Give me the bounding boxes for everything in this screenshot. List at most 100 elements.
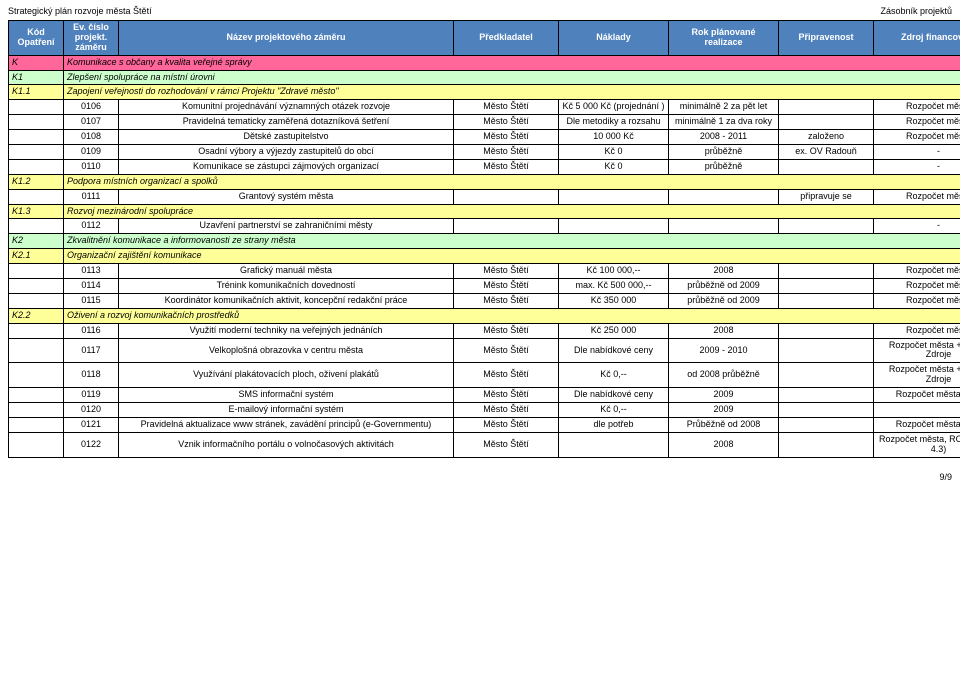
- cell-pripravenost: [779, 403, 874, 418]
- cell-predkladatel: [454, 219, 559, 234]
- table-row: 0109Osadní výbory a výjezdy zastupitelů …: [9, 145, 960, 160]
- cell-code: [9, 293, 64, 308]
- section-row: K1Zlepšení spolupráce na místní úrovni: [9, 70, 960, 85]
- cell-rok: 2009: [669, 403, 779, 418]
- cell-pripravenost: [779, 363, 874, 388]
- cell-naklady: 10 000 Kč: [559, 130, 669, 145]
- cell-ev: 0118: [64, 363, 119, 388]
- cell-naklady: [559, 432, 669, 457]
- cell-code: [9, 363, 64, 388]
- section-code: K1.3: [9, 204, 64, 219]
- section-row: K2.2Oživení a rozvoj komunikačních prost…: [9, 308, 960, 323]
- cell-code: [9, 100, 64, 115]
- cell-zdroj: -: [874, 145, 960, 160]
- cell-naklady: Dle metodiky a rozsahu: [559, 115, 669, 130]
- section-title: Zlepšení spolupráce na místní úrovni: [64, 70, 960, 85]
- cell-ev: 0106: [64, 100, 119, 115]
- cell-pripravenost: [779, 338, 874, 363]
- cell-zdroj: Rozpočet města: [874, 189, 960, 204]
- cell-pripravenost: [779, 264, 874, 279]
- cell-naklady: Kč 0,--: [559, 363, 669, 388]
- cell-name: Pravidelná tematicky zaměřená dotazníkov…: [119, 115, 454, 130]
- cell-ev: 0109: [64, 145, 119, 160]
- cell-pripravenost: založeno: [779, 130, 874, 145]
- cell-rok: 2008: [669, 323, 779, 338]
- cell-name: Využití moderní techniky na veřejných je…: [119, 323, 454, 338]
- section-row: K2.1Organizační zajištění komunikace: [9, 249, 960, 264]
- cell-zdroj: Rozpočet města: [874, 115, 960, 130]
- cell-zdroj: [874, 403, 960, 418]
- cell-predkladatel: Město Štětí: [454, 338, 559, 363]
- cell-rok: průběžně od 2009: [669, 279, 779, 294]
- cell-name: Dětské zastupitelstvo: [119, 130, 454, 145]
- cell-predkladatel: Město Štětí: [454, 417, 559, 432]
- cell-zdroj: Rozpočet města + soukr. Zdroje: [874, 363, 960, 388]
- col-predkladatel: Předkladatel: [454, 21, 559, 56]
- cell-name: E-mailový informační systém: [119, 403, 454, 418]
- cell-zdroj: Rozpočet města + soukr. Zdroje: [874, 338, 960, 363]
- table-row: 0107Pravidelná tematicky zaměřená dotazn…: [9, 115, 960, 130]
- cell-pripravenost: [779, 293, 874, 308]
- cell-rok: od 2008 průběžně: [669, 363, 779, 388]
- cell-code: [9, 264, 64, 279]
- table-row: 0117Velkoplošná obrazovka v centru města…: [9, 338, 960, 363]
- table-row: 0122Vznik informačního portálu o volnoča…: [9, 432, 960, 457]
- cell-code: [9, 219, 64, 234]
- section-title: Zapojení veřejnosti do rozhodování v rám…: [64, 85, 960, 100]
- cell-name: Vznik informačního portálu o volnočasový…: [119, 432, 454, 457]
- cell-ev: 0108: [64, 130, 119, 145]
- cell-ev: 0114: [64, 279, 119, 294]
- table-row: 0118Využívání plakátovacích ploch, ožive…: [9, 363, 960, 388]
- cell-pripravenost: [779, 100, 874, 115]
- section-code: K: [9, 55, 64, 70]
- cell-predkladatel: [454, 189, 559, 204]
- cell-zdroj: Rozpočet města: [874, 130, 960, 145]
- cell-code: [9, 189, 64, 204]
- cell-rok: průběžně: [669, 159, 779, 174]
- cell-naklady: dle potřeb: [559, 417, 669, 432]
- table-row: 0106Komunitní projednávání významných ot…: [9, 100, 960, 115]
- section-title: Podpora místních organizací a spolků: [64, 174, 960, 189]
- cell-predkladatel: Město Štětí: [454, 432, 559, 457]
- col-ev: Ev. číslo projekt. záměru: [64, 21, 119, 56]
- cell-code: [9, 388, 64, 403]
- cell-code: [9, 130, 64, 145]
- cell-predkladatel: Město Štětí: [454, 100, 559, 115]
- cell-ev: 0110: [64, 159, 119, 174]
- cell-rok: 2008 - 2011: [669, 130, 779, 145]
- table-row: 0121Pravidelná aktualizace www stránek, …: [9, 417, 960, 432]
- cell-zdroj: -: [874, 219, 960, 234]
- table-header-row: Kód Opatření Ev. číslo projekt. záměru N…: [9, 21, 960, 56]
- cell-naklady: [559, 219, 669, 234]
- cell-zdroj: Rozpočet města: [874, 100, 960, 115]
- cell-naklady: Kč 0,--: [559, 403, 669, 418]
- cell-ev: 0116: [64, 323, 119, 338]
- header-right: Zásobník projektů: [880, 6, 952, 16]
- cell-name: Komunitní projednávání významných otázek…: [119, 100, 454, 115]
- cell-ev: 0121: [64, 417, 119, 432]
- cell-naklady: Kč 5 000 Kč (projednání ): [559, 100, 669, 115]
- cell-rok: [669, 219, 779, 234]
- cell-name: Trénink komunikačních dovedností: [119, 279, 454, 294]
- cell-predkladatel: Město Štětí: [454, 403, 559, 418]
- cell-rok: průběžně: [669, 145, 779, 160]
- section-title: Rozvoj mezinárodní spolupráce: [64, 204, 960, 219]
- cell-code: [9, 279, 64, 294]
- col-pripravenost: Připravenost: [779, 21, 874, 56]
- cell-pripravenost: ex. OV Radouň: [779, 145, 874, 160]
- cell-pripravenost: připravuje se: [779, 189, 874, 204]
- cell-name: Grantový systém města: [119, 189, 454, 204]
- cell-naklady: Dle nabídkové ceny: [559, 388, 669, 403]
- cell-rok: Průběžně od 2008: [669, 417, 779, 432]
- cell-rok: minimálně 1 za dva roky: [669, 115, 779, 130]
- col-rok: Rok plánované realizace: [669, 21, 779, 56]
- cell-zdroj: Rozpočet města, ROP (oblast 4.3): [874, 432, 960, 457]
- cell-ev: 0107: [64, 115, 119, 130]
- section-row: K1.3Rozvoj mezinárodní spolupráce: [9, 204, 960, 219]
- cell-rok: 2009: [669, 388, 779, 403]
- cell-naklady: Kč 0: [559, 145, 669, 160]
- cell-code: [9, 432, 64, 457]
- cell-predkladatel: Město Štětí: [454, 363, 559, 388]
- table-row: 0112Uzavření partnerství se zahraničními…: [9, 219, 960, 234]
- header-left: Strategický plán rozvoje města Štětí: [8, 6, 952, 16]
